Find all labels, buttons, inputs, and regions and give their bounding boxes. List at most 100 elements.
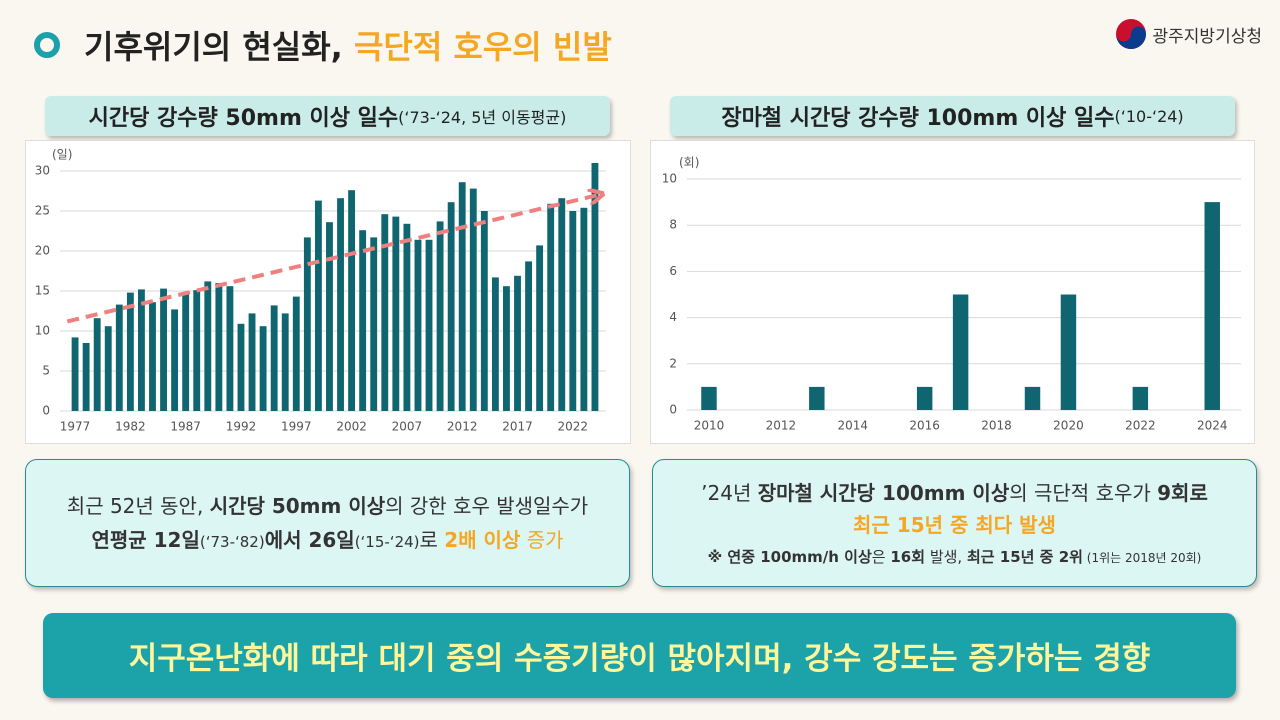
y-tick-label: 2: [669, 356, 677, 370]
y-tick-label: 4: [669, 310, 677, 324]
bar: [381, 214, 389, 411]
text: 발생,: [925, 548, 967, 566]
text: 의 극단적 호우가: [1009, 481, 1158, 505]
chart-heading: 장마철 시간당 강수량 100mm 이상 일수 (‘10-‘24): [670, 96, 1235, 136]
chart-subtitle: (‘10-‘24): [1114, 106, 1184, 126]
bar: [182, 294, 190, 411]
bar: [171, 309, 179, 411]
x-tick-label: 1982: [115, 420, 146, 434]
bar: [71, 337, 79, 411]
y-tick-label: 0: [42, 404, 50, 418]
text: ’24년: [701, 481, 758, 505]
x-tick-label: 2022: [558, 420, 589, 434]
note-line: ’24년 장마철 시간당 100mm 이상의 극단적 호우가 9회로: [701, 477, 1208, 509]
bar: [204, 281, 212, 411]
slide-title: 기후위기의 현실화, 극단적 호우의 빈발: [84, 22, 612, 68]
bar: [569, 211, 577, 411]
bar: [337, 198, 344, 411]
text: (1위는 2018년 20회): [1082, 551, 1202, 565]
text: (‘73-‘82): [199, 533, 265, 551]
x-tick-label: 1997: [281, 420, 312, 434]
bar: [392, 216, 400, 411]
text: 에서 26일: [264, 528, 355, 552]
x-tick-label: 2016: [909, 419, 940, 433]
y-tick-label: 0: [669, 403, 677, 417]
bar: [137, 289, 145, 411]
x-tick-label: 1977: [60, 420, 91, 434]
y-tick-label: 5: [42, 364, 50, 378]
y-axis-label: (일): [52, 148, 72, 162]
text: (‘15-‘24): [354, 533, 420, 551]
y-tick-label: 25: [35, 204, 50, 218]
y-tick-label: 10: [662, 172, 677, 186]
chart-title: 장마철 시간당 강수량 100mm 이상 일수: [721, 106, 1115, 131]
bar: [292, 296, 300, 411]
bar: [469, 188, 477, 411]
text: 의 강한 호우 발생일수가: [385, 494, 589, 518]
bar: [480, 211, 488, 411]
title-text: 기후위기의 현실화,: [84, 28, 354, 66]
x-tick-label: 2010: [694, 419, 725, 433]
x-tick-label: 2024: [1197, 419, 1228, 433]
y-tick-label: 20: [35, 244, 50, 258]
bar: [558, 198, 566, 411]
bar: [809, 386, 825, 410]
x-tick-label: 2018: [981, 419, 1012, 433]
text: 9회로: [1157, 481, 1208, 505]
title-icon: [34, 32, 60, 58]
bar: [115, 304, 123, 411]
chart-heading: 시간당 강수량 50mm 이상 일수 (‘73-‘24, 5년 이동평균): [45, 96, 610, 136]
bar: [149, 302, 156, 411]
bar: [701, 386, 717, 410]
bar: [226, 286, 234, 411]
x-tick-label: 2022: [1125, 419, 1156, 433]
bar: [348, 190, 356, 411]
bar: [359, 230, 367, 411]
bar: [270, 305, 278, 411]
logo: 광주지방기상청: [1115, 18, 1262, 50]
logo-mark: [1115, 19, 1146, 49]
bar: [536, 245, 544, 411]
bar: [580, 207, 588, 411]
note-line: 연평균 12일(‘73-‘82)에서 26일(‘15-‘24)로 2배 이상 증…: [91, 523, 563, 557]
note-line: 최근 15년 중 최다 발생: [853, 509, 1056, 541]
bar: [82, 343, 90, 411]
x-tick-label: 1987: [170, 420, 201, 434]
text: 은: [871, 548, 891, 566]
note-box: 최근 52년 동안, 시간당 50mm 이상의 강한 호우 발생일수가 연평균 …: [25, 459, 630, 587]
bar: [370, 237, 378, 411]
x-tick-label: 2014: [837, 419, 868, 433]
bar: [436, 221, 444, 411]
bar: [215, 283, 223, 411]
bar: [259, 326, 267, 411]
bar: [93, 318, 101, 411]
x-tick-label: 2020: [1053, 419, 1084, 433]
text: 장마철 시간당 100mm 이상: [757, 481, 1010, 505]
x-tick-label: 2012: [766, 419, 797, 433]
bar: [303, 237, 311, 411]
chart-panel: (일) 0 5 10 15 20 25 30 1977 1982 1987 1992 1997 2002 2…: [25, 140, 631, 444]
bar: [503, 286, 510, 411]
text: 로: [419, 528, 445, 552]
bar: [314, 200, 322, 411]
note-line: 최근 52년 동안, 시간당 50mm 이상의 강한 호우 발생일수가: [67, 489, 588, 523]
x-tick-label: 1992: [226, 420, 257, 434]
text: 2배 이상: [444, 528, 521, 552]
y-tick-label: 15: [35, 284, 50, 298]
bar: [514, 275, 521, 411]
bar: [1060, 294, 1077, 410]
x-tick-label: 2017: [502, 420, 533, 434]
chart-title: 시간당 강수량 50mm 이상 일수: [88, 106, 399, 131]
logo-text: 광주지방기상청: [1152, 26, 1262, 47]
note-line: ※ 연중 100mm/h 이상은 16회 발생, 최근 15년 중 2위 (1위…: [708, 545, 1202, 569]
bar: [237, 323, 245, 411]
bar: [525, 261, 533, 411]
bar: [403, 223, 411, 411]
bar: [248, 313, 256, 411]
text: 최근 52년 동안,: [66, 494, 210, 518]
text: 시간당 50mm 이상: [209, 494, 386, 518]
banner: 지구온난화에 따라 대기 중의 수증기량이 많아지며, 강수 강도는 증가하는 …: [43, 613, 1236, 698]
y-tick-label: 30: [35, 164, 50, 178]
text: 최근 15년 중 2위: [966, 548, 1083, 566]
y-tick-label: 10: [35, 324, 50, 338]
